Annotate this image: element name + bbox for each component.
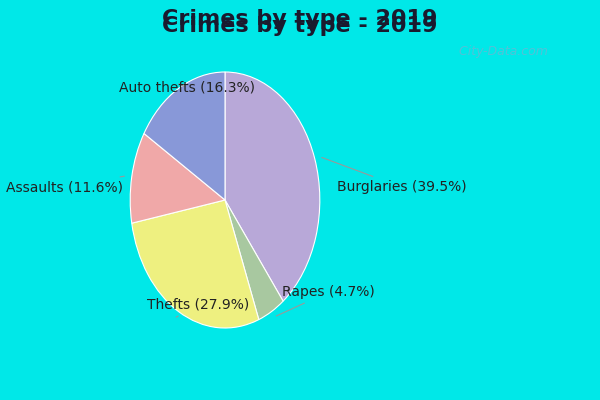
- Text: Auto thefts (16.3%): Auto thefts (16.3%): [119, 80, 255, 94]
- Text: Thefts (27.9%): Thefts (27.9%): [148, 298, 250, 317]
- Text: City-Data.com: City-Data.com: [455, 45, 548, 58]
- Wedge shape: [130, 134, 225, 223]
- Title: Crimes by type - 2019: Crimes by type - 2019: [163, 8, 437, 28]
- Wedge shape: [144, 72, 225, 200]
- Text: Crimes by type - 2019: Crimes by type - 2019: [163, 16, 437, 36]
- Text: Burglaries (39.5%): Burglaries (39.5%): [322, 158, 467, 194]
- Text: Assaults (11.6%): Assaults (11.6%): [5, 176, 124, 194]
- Text: Rapes (4.7%): Rapes (4.7%): [277, 285, 374, 316]
- Wedge shape: [225, 72, 320, 301]
- Wedge shape: [225, 200, 283, 320]
- Wedge shape: [132, 200, 259, 328]
